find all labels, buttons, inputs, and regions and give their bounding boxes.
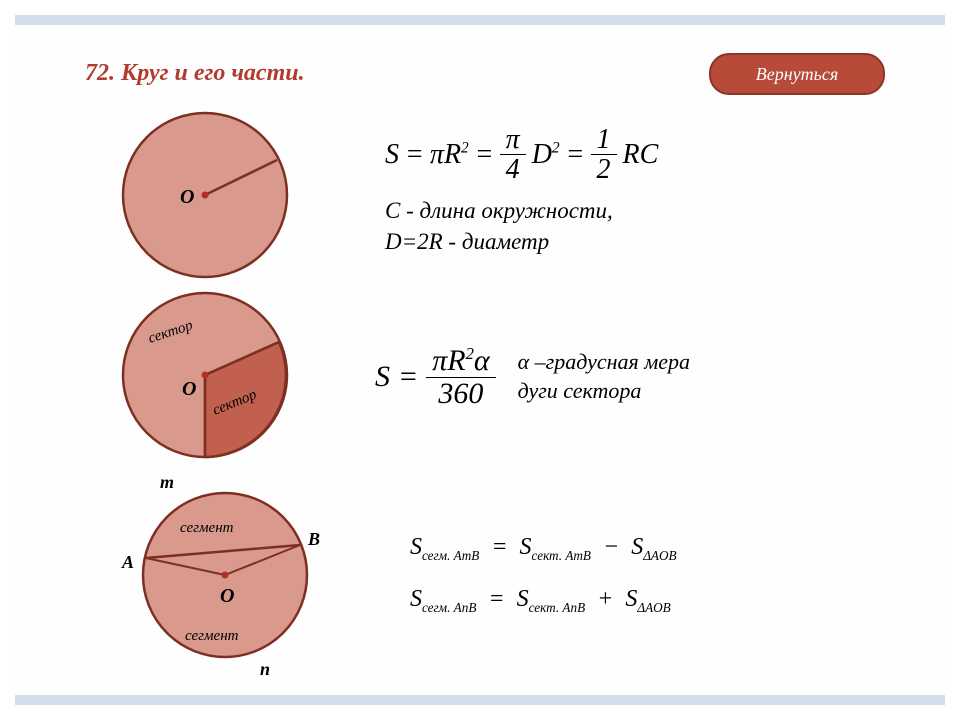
back-button[interactable]: Вернуться (709, 53, 885, 95)
sym-eq3: = (566, 139, 585, 171)
formula-segment-block: Sсегм. AmB = Sсект. AmB − SΔAOB Sсегм. A… (410, 525, 677, 628)
text-sector-line1: α –градусная мера (518, 348, 690, 377)
text-circumference: C - длина окружности, (385, 195, 905, 226)
circle-sector-diagram: сектор сектор O (100, 285, 310, 465)
frac-pi-4: π 4 (500, 125, 526, 185)
sector-den: 360 (432, 378, 489, 410)
formula-sector-block: S = πR2α 360 α –градусная мера дуги сект… (375, 345, 690, 409)
text-sector-line2: дуги сектора (518, 377, 690, 406)
circle-full-diagram: O (100, 105, 310, 285)
formula-segment-row1: Sсегм. AmB = Sсект. AmB − SΔAOB (410, 525, 677, 571)
circle-segment-diagram: сегмент сегмент O A B m n (100, 465, 350, 680)
center-label-2: O (182, 378, 196, 400)
back-button-label: Вернуться (756, 64, 838, 85)
page-title: 72. Круг и его части. (85, 60, 305, 87)
segment-label-bottom: сегмент (185, 628, 239, 644)
sym-S: S (385, 139, 399, 171)
frac-piR2a-360: πR2α 360 (426, 345, 495, 409)
text-sector: α –градусная мера дуги сектора (518, 348, 690, 405)
formula-sector: S = πR2α 360 (375, 345, 496, 409)
center-label-1: O (180, 186, 194, 208)
point-m: m (160, 472, 174, 492)
sym-eq2: = (475, 139, 494, 171)
term-D2: D2 (532, 139, 560, 171)
segment-label-top: сегмент (180, 520, 234, 536)
text-diameter: D=2R - диаметр (385, 226, 905, 257)
point-B: B (307, 529, 320, 549)
point-n: n (260, 659, 270, 679)
sym-eq: = (405, 139, 424, 171)
formula-area-block: S = πR2 = π 4 D2 = 1 2 RC C - длина окру… (385, 125, 905, 257)
slide-frame: 72. Круг и его части. Вернуться O сектор… (15, 15, 945, 705)
term-piR2: πR2 (430, 139, 469, 171)
frac-1-2: 1 2 (591, 125, 617, 185)
sector-S: S (375, 360, 390, 394)
term-RC: RC (623, 139, 659, 171)
sector-num: πR2α (426, 345, 495, 378)
formula-segment-row2: Sсегм. AnB = Sсект. AnB + SΔAOB (410, 577, 677, 623)
diagrams-column: O сектор сектор O сегмент сег (100, 105, 350, 680)
center-label-3: O (220, 585, 234, 607)
formula-area: S = πR2 = π 4 D2 = 1 2 RC (385, 125, 905, 185)
sector-eq: = (398, 360, 418, 394)
point-A: A (121, 552, 134, 572)
